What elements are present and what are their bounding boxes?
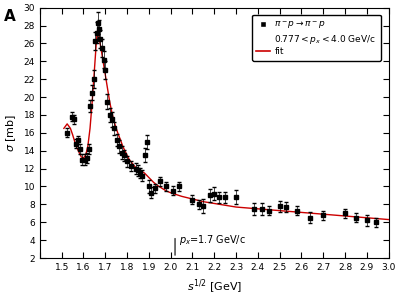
X-axis label: $s^{1/2}$ [GeV]: $s^{1/2}$ [GeV] (187, 278, 242, 296)
Text: A: A (4, 9, 16, 24)
Y-axis label: $\sigma$ [mb]: $\sigma$ [mb] (4, 114, 18, 152)
Text: $p_x$=1.7 GeV/c: $p_x$=1.7 GeV/c (179, 233, 246, 247)
Legend: $\pi^-p\to\pi^-p$, $0.777<p_x<4.0$ GeV/c, fit: $\pi^-p\to\pi^-p$, $0.777<p_x<4.0$ GeV/c… (252, 15, 381, 61)
